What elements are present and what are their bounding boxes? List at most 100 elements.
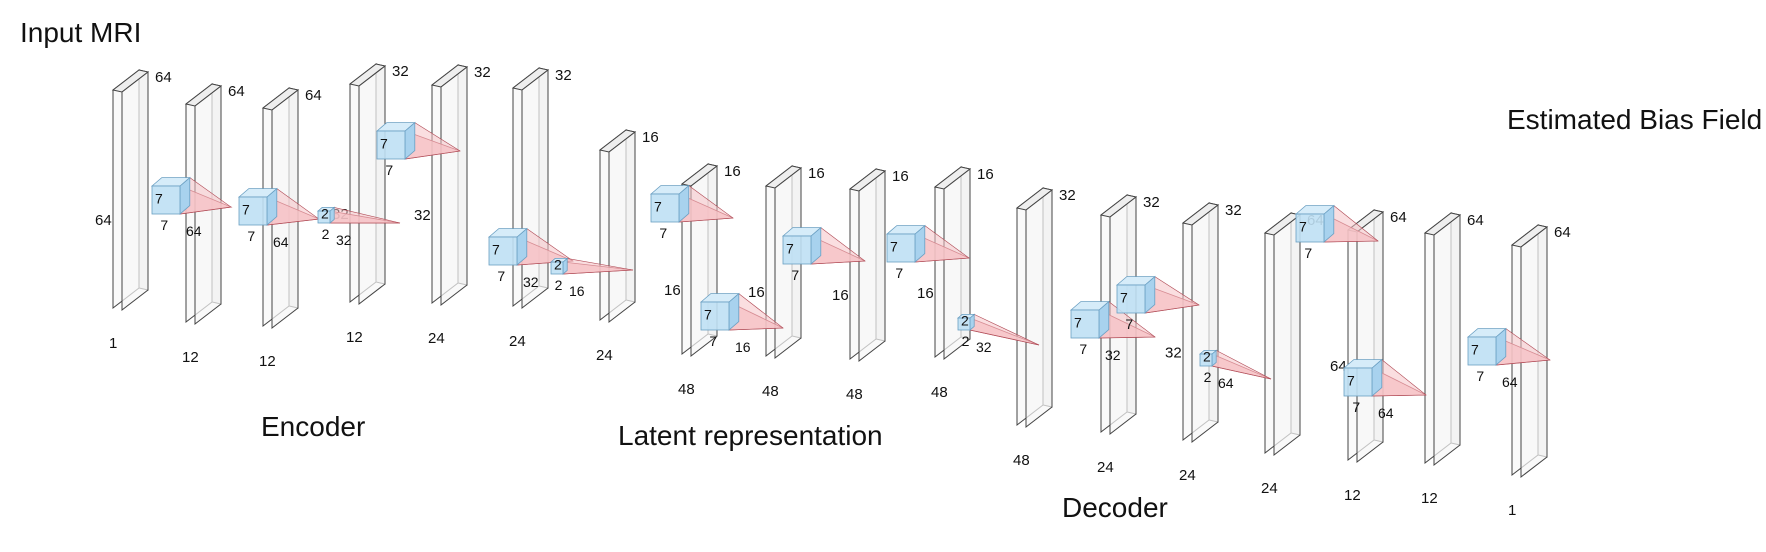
kernel-height-label: 7 xyxy=(385,162,393,178)
conv-kernel-15: 77 xyxy=(1294,204,1379,261)
conv-kernel-2: 7 7 64 xyxy=(237,187,321,250)
slab-side-size-label: 32 xyxy=(414,207,431,224)
kernel-height-label: 7 xyxy=(247,228,255,244)
estimated-bias-field-label: Estimated Bias Field xyxy=(1507,104,1762,135)
latent-representation-label: Latent representation xyxy=(618,420,883,451)
slab-side-size-label: 64 xyxy=(1330,358,1347,375)
kernel-depth-label: 2 xyxy=(961,312,969,328)
slab-channels-label: 12 xyxy=(1344,487,1361,504)
slab-channels-label: 12 xyxy=(1421,490,1438,507)
slab-side-size-label: 16 xyxy=(832,287,849,304)
conv-kernel-12: 77 32 xyxy=(1069,300,1156,363)
slab-channels-label: 24 xyxy=(1097,459,1114,476)
kernel-depth-label: 7 xyxy=(1347,372,1355,388)
feature-map-slab-11: 48 16 16 xyxy=(917,165,994,401)
kernel-height-label: 7 xyxy=(1079,341,1087,357)
slab-top-size-label: 64 xyxy=(1554,224,1571,241)
feature-map-slab-7: 24 16 xyxy=(596,128,659,364)
kernel-height-label: 7 xyxy=(1125,316,1133,332)
feature-map-slab-14: 24 32 32 xyxy=(1165,201,1242,484)
conv-kernel-16: 7 7 64 xyxy=(1342,358,1427,421)
slab-channels-label: 48 xyxy=(846,386,863,403)
slab-top-size-label: 16 xyxy=(724,163,741,180)
kernel-width-label: 32 xyxy=(1105,347,1121,363)
kernel-width-label: 64 xyxy=(273,234,289,250)
slab-top-size-label: 16 xyxy=(642,129,659,146)
conv-kernel-10: 77 xyxy=(885,224,970,281)
slab-side-size-label: 16 xyxy=(748,284,765,301)
conv-kernel-6: 2 2 16 xyxy=(549,256,634,299)
slab-channels-label: 24 xyxy=(428,330,445,347)
kernel-depth-label: 7 xyxy=(380,135,388,151)
slab-channels-label: 48 xyxy=(678,381,695,398)
kernel-width-label: 32 xyxy=(336,232,352,248)
slab-top-size-label: 16 xyxy=(977,166,994,183)
kernel-depth-label: 7 xyxy=(1074,314,1082,330)
conv-kernel-9: 77 xyxy=(781,226,866,283)
kernel-depth-label: 7 xyxy=(242,201,250,217)
kernel-depth-label: 7 xyxy=(1120,289,1128,305)
feature-map-slab-10: 48 16 16 xyxy=(832,167,909,403)
slab-top-size-label: 64 xyxy=(155,69,172,86)
conv-kernel-13: 77 xyxy=(1115,275,1200,332)
feature-map-slab-1: 1 64 64 xyxy=(95,68,172,352)
kernel-height-label: 2 xyxy=(322,226,330,242)
kernel-width-label: 16 xyxy=(569,283,585,299)
kernel-width-label: 64 xyxy=(1502,374,1518,390)
slab-channels-label: 24 xyxy=(509,333,526,350)
feature-map-slab-9: 48 16 16 xyxy=(748,164,825,400)
slab-channels-label: 24 xyxy=(1179,467,1196,484)
kernel-depth-label: 2 xyxy=(1203,348,1211,364)
kernel-depth-label: 7 xyxy=(1299,218,1307,234)
conv-kernel-7: 77 xyxy=(649,184,734,241)
kernel-height-label: 7 xyxy=(497,268,505,284)
feature-map-slab-4: 12 32 32 xyxy=(332,62,409,346)
slab-top-size-label: 32 xyxy=(474,64,491,81)
slab-top-size-label: 32 xyxy=(1059,187,1076,204)
kernel-width-label: 16 xyxy=(735,339,751,355)
kernel-height-label: 7 xyxy=(659,225,667,241)
input-mri-label: Input MRI xyxy=(20,17,141,48)
kernel-depth-label: 7 xyxy=(492,241,500,257)
slab-top-size-label: 64 xyxy=(1467,212,1484,229)
kernel-depth-label: 7 xyxy=(155,190,163,206)
slab-side-size-label: 16 xyxy=(917,285,934,302)
kernel-width-label: 32 xyxy=(523,274,539,290)
slab-top-size-label: 32 xyxy=(1143,194,1160,211)
kernel-height-label: 2 xyxy=(962,333,970,349)
kernel-height-label: 7 xyxy=(791,267,799,283)
kernel-depth-label: 7 xyxy=(890,238,898,254)
slab-top-size-label: 16 xyxy=(892,168,909,185)
conv-kernel-4: 77 xyxy=(375,121,461,178)
kernel-height-label: 2 xyxy=(1204,369,1212,385)
encoder-label: Encoder xyxy=(261,411,365,442)
slab-channels-label: 1 xyxy=(109,335,117,352)
kernel-height-label: 7 xyxy=(1352,399,1360,415)
kernel-height-label: 7 xyxy=(160,217,168,233)
slab-channels-label: 48 xyxy=(1013,452,1030,469)
slab-top-size-label: 32 xyxy=(555,67,572,84)
conv-kernel-17: 7 7 64 xyxy=(1466,327,1551,390)
conv-kernel-3: 2 2 32 xyxy=(316,205,401,248)
feature-map-slab-12: 48 32 xyxy=(1013,186,1076,469)
slab-top-size-label: 64 xyxy=(305,87,322,104)
kernel-depth-label: 7 xyxy=(786,240,794,256)
slab-channels-label: 24 xyxy=(596,347,613,364)
feature-map-slab-6: 24 32 xyxy=(509,66,572,350)
conv-kernel-11: 2 2 32 xyxy=(956,312,1040,355)
feature-map-slab-15: 2464 xyxy=(1261,211,1324,497)
slab-side-size-label: 64 xyxy=(95,212,112,229)
kernel-width-label: 64 xyxy=(1378,405,1394,421)
slab-top-size-label: 16 xyxy=(808,165,825,182)
conv-kernel-1: 7 7 64 xyxy=(150,176,233,239)
kernel-depth-label: 2 xyxy=(554,256,562,272)
slab-channels-label: 12 xyxy=(182,349,199,366)
kernel-height-label: 7 xyxy=(1476,368,1484,384)
conv-kernel-14: 2 2 64 xyxy=(1198,348,1272,391)
slab-top-size-label: 32 xyxy=(392,63,409,80)
kernel-depth-label: 7 xyxy=(704,306,712,322)
slab-channels-label: 12 xyxy=(346,329,363,346)
kernel-height-label: 7 xyxy=(709,333,717,349)
